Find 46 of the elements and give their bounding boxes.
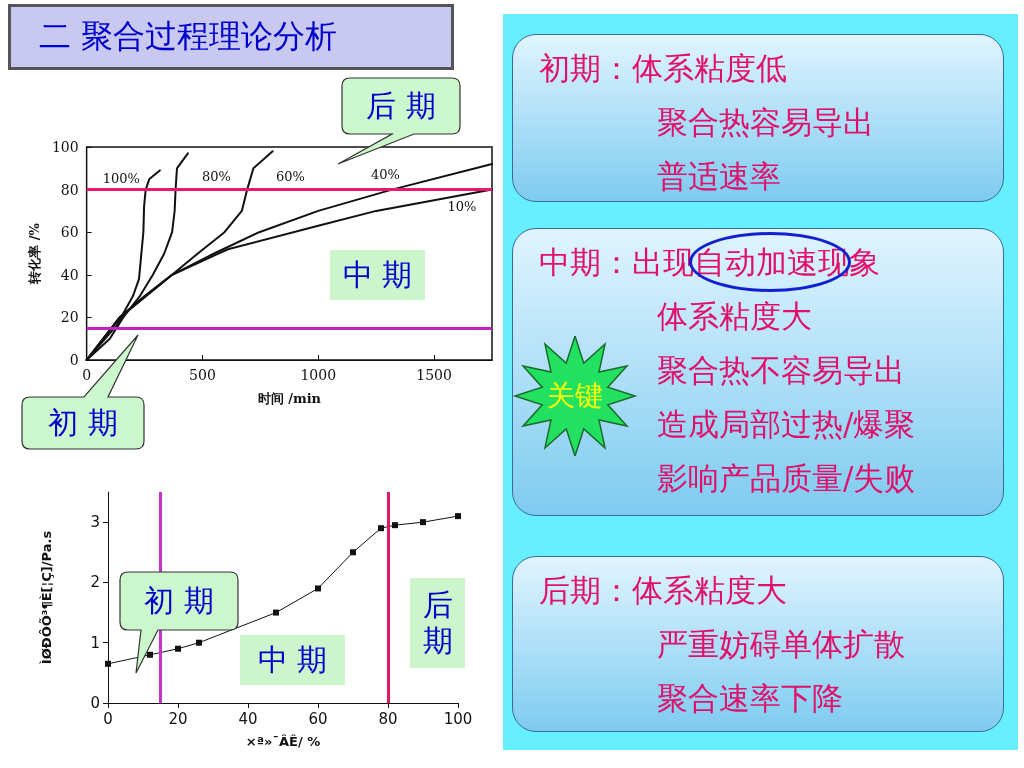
x-tick-label: 1000 (300, 367, 337, 383)
text: 普适速率 (656, 157, 782, 196)
annotation: 中 期 (240, 635, 345, 685)
x-axis-title: 时间 /min (257, 391, 322, 406)
y-tick-label: 40 (60, 266, 79, 283)
y-tick-label: 1 (90, 633, 100, 652)
text: 关键 (547, 378, 603, 414)
series-label: 60% (276, 169, 305, 185)
series-label: 40% (370, 167, 400, 183)
text: 造成局部过热/爆聚 (657, 406, 916, 442)
y-tick-label: 80 (60, 181, 79, 198)
series-label: 10% (447, 199, 477, 215)
text: 体系粘度大 (656, 297, 813, 336)
x-tick-label: 500 (189, 367, 216, 383)
text: 影响产品质量/失败 (656, 459, 917, 498)
y-tick-label: 3 (90, 513, 100, 532)
text: 聚合热容易导出 (656, 103, 875, 142)
text: 后期：体系粘度大 (539, 571, 788, 610)
text: 聚合热不容易导出 (657, 352, 905, 388)
y-axis-title: ÌØÐÔÕ³¶È[¦Ç]/Pa.s (39, 530, 54, 665)
text: 聚合速率下降 (656, 679, 844, 718)
series-label: 100% (102, 171, 140, 187)
x-axis-title: ×ª»¯ÂÊ/ % (245, 734, 321, 749)
x-tick-label: 60 (308, 709, 328, 728)
y-tick-label: 0 (69, 352, 79, 368)
annotation: 初 期 (143, 582, 215, 620)
text: 后 期 (365, 87, 437, 125)
text: 二 聚合过程理论分析 (39, 16, 338, 57)
x-tick-label: 100 (443, 709, 473, 728)
y-tick-label: 2 (90, 573, 100, 592)
y-tick-label: 20 (60, 309, 79, 326)
y-axis-title: 转化率 /% (27, 222, 42, 285)
annotation: 后期 (410, 578, 465, 668)
x-tick-label: 40 (238, 709, 258, 728)
text: 初 期 (47, 404, 119, 442)
x-tick-label: 1500 (416, 367, 452, 383)
x-tick-label: 80 (378, 709, 398, 728)
text: 严重妨碍单体扩散 (656, 625, 906, 664)
y-tick-label: 60 (60, 224, 79, 241)
y-tick-label: 100 (51, 139, 79, 155)
series-label: 80% (201, 169, 231, 185)
annotation: 中 期 (330, 250, 425, 300)
y-tick-label: 0 (90, 694, 100, 712)
text: 初期：体系粘度低 (539, 49, 788, 88)
x-tick-label: 0 (103, 709, 113, 728)
x-tick-label: 20 (168, 709, 188, 728)
